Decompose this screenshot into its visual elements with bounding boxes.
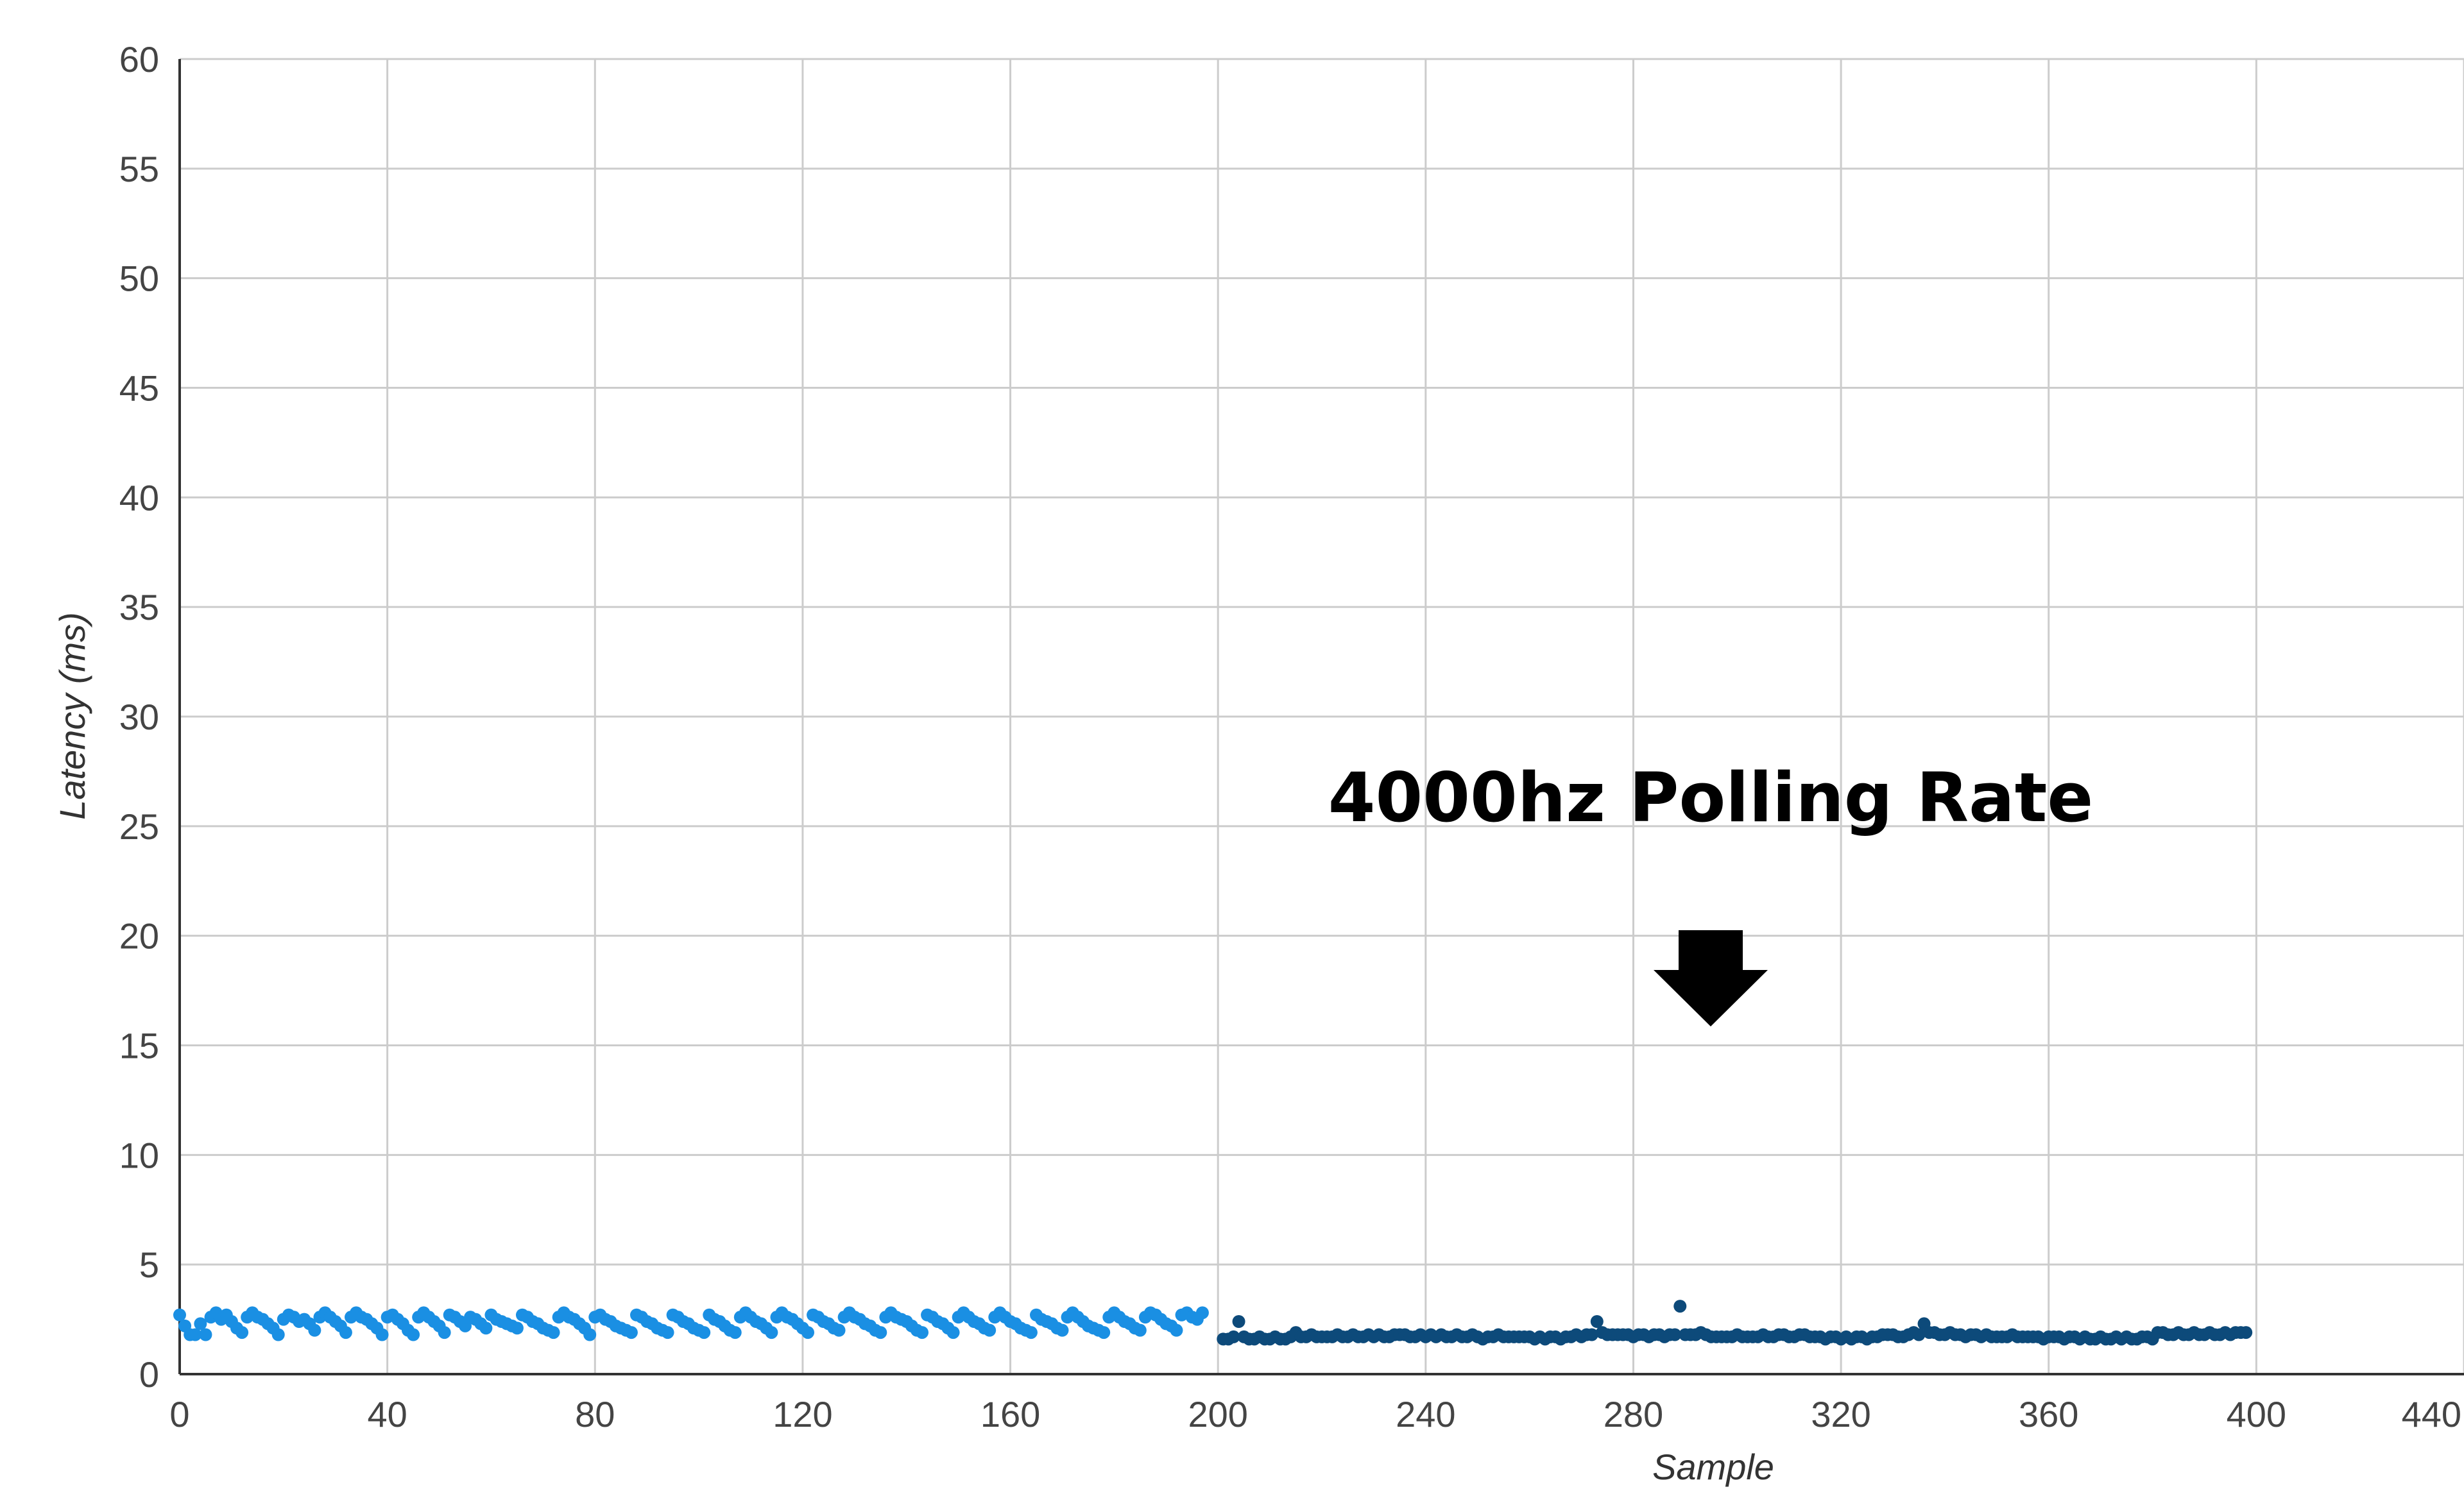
data-point <box>624 1326 638 1339</box>
y-tick-label: 35 <box>119 587 159 627</box>
data-point <box>1227 1330 1240 1343</box>
axes: 0 5 10 15 20 25 30 35 40 45 50 55 60 0 40 80 120 160 200 24… <box>119 39 2464 1434</box>
y-tick-label: 55 <box>119 149 159 189</box>
data-point <box>271 1328 285 1341</box>
data-point <box>1133 1323 1147 1337</box>
data-point <box>235 1326 249 1339</box>
y-tick-label: 0 <box>139 1354 159 1395</box>
data-point <box>874 1326 887 1339</box>
x-tick-label: 360 <box>2019 1394 2078 1434</box>
y-tick-label: 45 <box>119 368 159 409</box>
data-point <box>1668 1328 1682 1341</box>
x-tick-label: 0 <box>169 1394 189 1434</box>
data-point <box>339 1326 352 1339</box>
data-point <box>728 1326 742 1339</box>
data-point <box>407 1328 420 1341</box>
arrow-down-icon <box>1654 930 1768 1026</box>
x-tick-label: 240 <box>1396 1394 1455 1434</box>
x-tick-label: 40 <box>367 1394 407 1434</box>
data-point <box>1912 1328 1926 1341</box>
data-point <box>916 1326 928 1339</box>
y-tick-label: 50 <box>119 259 159 299</box>
y-axis-title: Latency (ms) <box>52 612 92 820</box>
data-point <box>2239 1326 2253 1339</box>
data-point <box>946 1326 960 1339</box>
data-point <box>479 1322 493 1335</box>
data-point <box>1097 1326 1111 1339</box>
data-point <box>1673 1300 1687 1313</box>
y-tick-label: 15 <box>119 1026 159 1066</box>
data-point <box>983 1323 997 1337</box>
x-tick-label: 120 <box>773 1394 832 1434</box>
data-point <box>1590 1315 1604 1328</box>
y-tick-label: 60 <box>119 39 159 80</box>
x-axis-title: Sample <box>1652 1447 1774 1487</box>
data-point <box>1024 1326 1038 1339</box>
data-point <box>308 1323 321 1337</box>
y-tick-label: 40 <box>119 477 159 518</box>
data-point <box>765 1326 778 1339</box>
x-tick-label: 160 <box>980 1394 1040 1434</box>
data-point <box>1585 1328 1598 1341</box>
annotation: 4000hz Polling Rate <box>1328 758 2094 1026</box>
x-tick-label: 280 <box>1604 1394 1663 1434</box>
data-point <box>510 1322 524 1335</box>
data-point <box>1232 1315 1245 1328</box>
data-point <box>1195 1306 1209 1320</box>
data-point <box>173 1308 186 1322</box>
y-tick-label: 10 <box>119 1135 159 1175</box>
annotation-label: 4000hz Polling Rate <box>1328 758 2094 837</box>
x-tick-label: 320 <box>1811 1394 1870 1434</box>
data-point <box>583 1328 597 1341</box>
data-point <box>661 1326 674 1339</box>
grid <box>180 58 2464 1374</box>
y-tick-label: 30 <box>119 697 159 737</box>
data-point <box>189 1328 202 1341</box>
y-tick-label: 25 <box>119 806 159 847</box>
data-point <box>1170 1323 1183 1337</box>
data-point <box>832 1323 846 1337</box>
data-point <box>697 1326 711 1339</box>
data-point <box>438 1326 451 1339</box>
x-tick-label: 440 <box>2402 1394 2461 1434</box>
data-point <box>547 1326 560 1339</box>
x-tick-label: 400 <box>2227 1394 2286 1434</box>
data-point <box>1056 1323 1069 1337</box>
y-tick-label: 20 <box>119 916 159 957</box>
data-points <box>173 1300 2253 1346</box>
data-point <box>194 1317 207 1331</box>
data-point <box>801 1326 814 1339</box>
data-point <box>375 1328 389 1341</box>
data-point <box>199 1328 212 1341</box>
y-tick-label: 5 <box>139 1245 159 1285</box>
x-tick-label: 200 <box>1188 1394 1247 1434</box>
x-tick-label: 80 <box>575 1394 615 1434</box>
